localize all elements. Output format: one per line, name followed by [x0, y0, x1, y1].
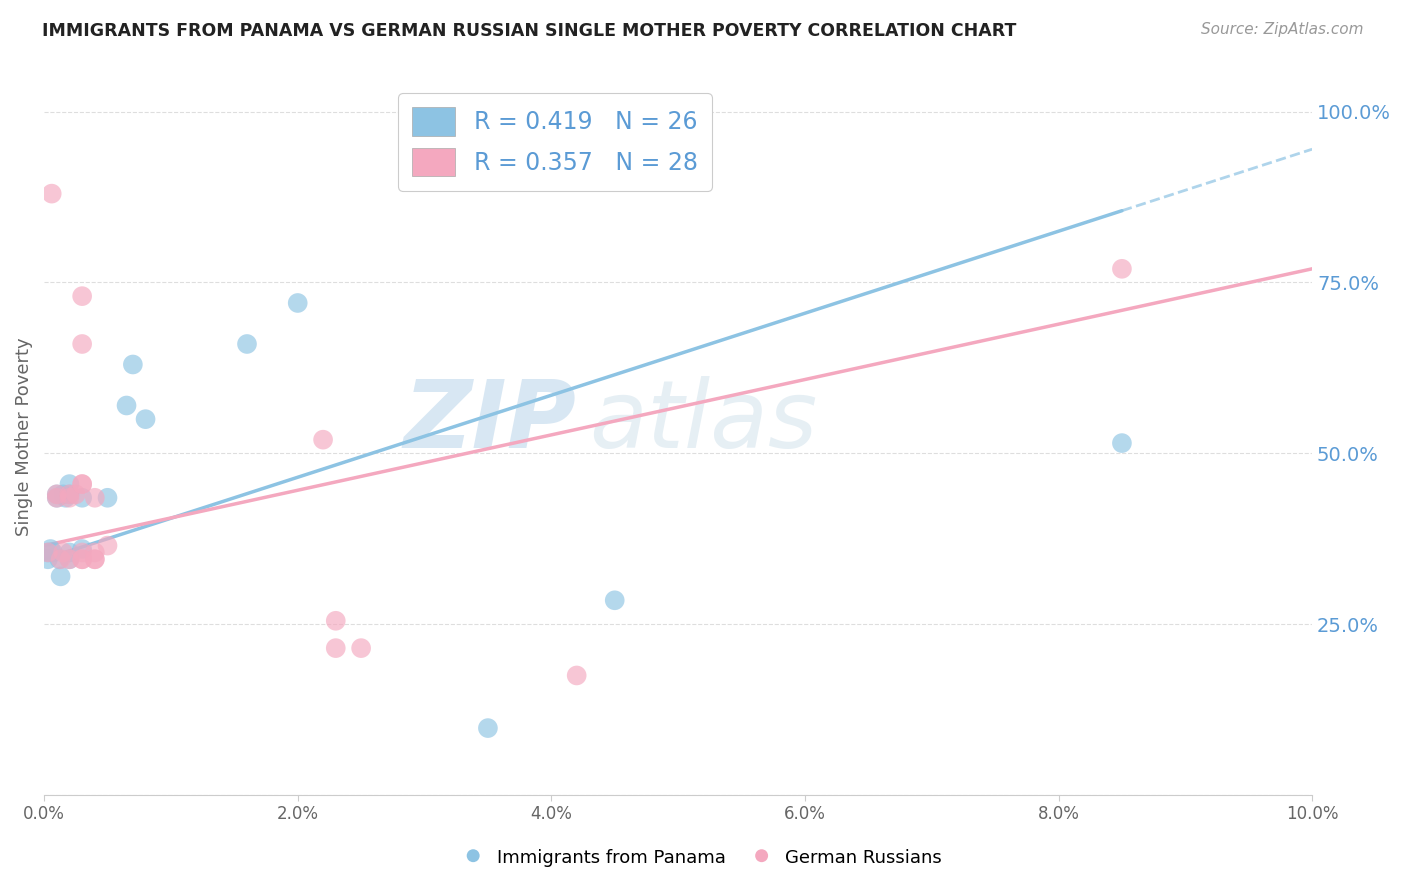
- Point: [70, 289, 93, 303]
- Point: [48, 552, 70, 566]
- Point: [42, 545, 65, 559]
- Point: [96, 539, 118, 553]
- Point: [70, 477, 93, 491]
- Legend: Immigrants from Panama, German Russians: Immigrants from Panama, German Russians: [457, 841, 949, 874]
- Point: [37, 545, 59, 559]
- Y-axis label: Single Mother Poverty: Single Mother Poverty: [15, 337, 32, 535]
- Point: [565, 668, 588, 682]
- Point: [70, 491, 93, 505]
- Point: [52, 487, 75, 501]
- Legend: R = 0.419   N = 26, R = 0.357   N = 28: R = 0.419 N = 26, R = 0.357 N = 28: [398, 93, 711, 191]
- Point: [45, 491, 67, 505]
- Point: [236, 337, 259, 351]
- Text: atlas: atlas: [589, 376, 818, 467]
- Point: [49, 552, 72, 566]
- Point: [37, 545, 59, 559]
- Point: [477, 721, 499, 735]
- Point: [49, 569, 72, 583]
- Point: [135, 412, 157, 426]
- Point: [58, 491, 80, 505]
- Point: [58, 487, 80, 501]
- Point: [96, 491, 118, 505]
- Point: [312, 433, 335, 447]
- Text: IMMIGRANTS FROM PANAMA VS GERMAN RUSSIAN SINGLE MOTHER POVERTY CORRELATION CHART: IMMIGRANTS FROM PANAMA VS GERMAN RUSSIAN…: [42, 22, 1017, 40]
- Point: [70, 552, 93, 566]
- Point: [325, 614, 347, 628]
- Point: [350, 641, 373, 656]
- Point: [70, 541, 93, 556]
- Point: [287, 296, 309, 310]
- Point: [58, 487, 80, 501]
- Point: [45, 487, 67, 501]
- Point: [83, 545, 105, 559]
- Point: [58, 545, 80, 559]
- Point: [70, 552, 93, 566]
- Point: [83, 552, 105, 566]
- Point: [65, 487, 87, 501]
- Point: [83, 491, 105, 505]
- Point: [52, 545, 75, 559]
- Point: [70, 477, 93, 491]
- Point: [37, 552, 59, 566]
- Point: [45, 487, 67, 501]
- Point: [603, 112, 626, 126]
- Point: [83, 552, 105, 566]
- Point: [70, 545, 93, 559]
- Point: [603, 593, 626, 607]
- Point: [58, 552, 80, 566]
- Point: [41, 186, 63, 201]
- Point: [55, 491, 77, 505]
- Point: [58, 552, 80, 566]
- Point: [70, 337, 93, 351]
- Point: [39, 541, 62, 556]
- Point: [58, 477, 80, 491]
- Point: [122, 358, 145, 372]
- Point: [45, 491, 67, 505]
- Point: [115, 399, 138, 413]
- Point: [1111, 436, 1133, 450]
- Point: [325, 641, 347, 656]
- Text: ZIP: ZIP: [404, 376, 576, 468]
- Point: [1111, 261, 1133, 276]
- Text: Source: ZipAtlas.com: Source: ZipAtlas.com: [1201, 22, 1364, 37]
